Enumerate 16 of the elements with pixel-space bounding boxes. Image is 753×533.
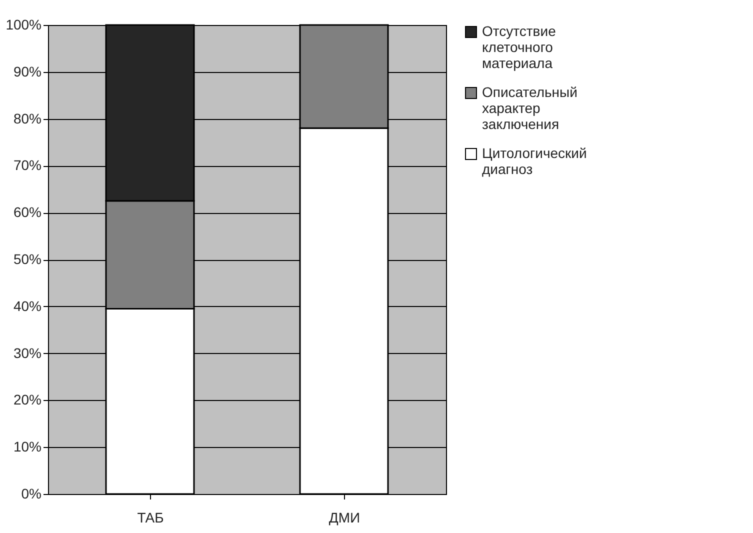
y-tick-label: 100% [6,16,42,32]
y-tick-label: 50% [13,251,42,267]
legend-label: Цитологический диагноз [482,145,587,177]
y-tick-label: 10% [13,438,42,455]
x-tick-label: ДМИ [328,510,360,526]
y-tick-label: 40% [13,298,42,314]
y-tick-label: 60% [13,204,42,220]
legend-label: Отсутствие клеточного материала [482,23,556,71]
y-tick-label: 70% [13,157,42,174]
y-tick-label: 90% [13,63,42,80]
y-tick-label: 30% [13,344,42,361]
y-tick-label: 20% [13,392,42,408]
x-tick-label: ТАБ [137,510,164,526]
y-tick-label: 0% [21,486,42,502]
legend-label: Описательный характер заключения [482,84,578,132]
y-tick-label: 80% [13,110,42,126]
